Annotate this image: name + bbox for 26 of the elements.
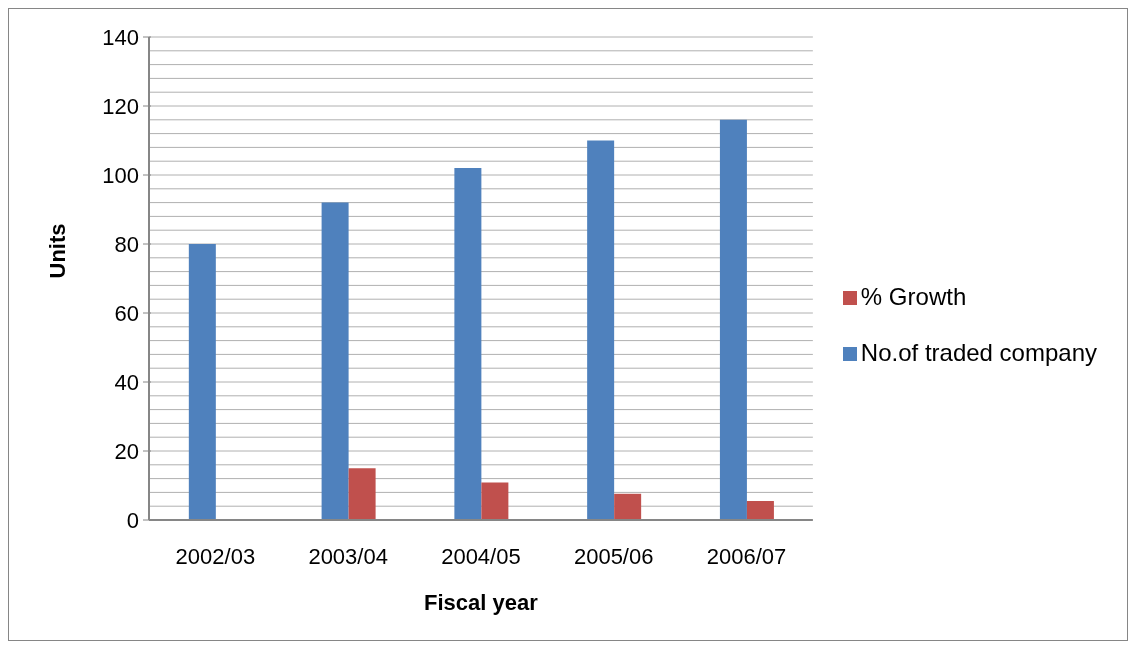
y-tick-label: 20: [114, 438, 139, 464]
legend-label: No.of traded company: [860, 338, 1097, 366]
x-axis-title: Fiscal year: [424, 590, 539, 615]
bar: [719, 119, 747, 520]
x-tick-label: 2004/05: [441, 543, 521, 569]
y-tick-label: 40: [114, 369, 139, 395]
bar: [188, 244, 216, 520]
bar: [746, 501, 774, 520]
x-tick-label: 2006/07: [706, 543, 787, 569]
x-tick-label: 2002/03: [175, 543, 256, 569]
y-tick-label: 0: [126, 507, 139, 533]
bar: [348, 468, 376, 520]
legend-label: % Growth: [860, 282, 967, 310]
y-axis-title: Units: [44, 223, 70, 279]
bar: [321, 202, 349, 520]
bar: [481, 482, 509, 520]
y-tick-label: 80: [114, 231, 139, 257]
y-tick-label: 120: [102, 93, 139, 119]
x-tick-label: 2003/04: [308, 543, 388, 569]
y-tick-label: 60: [114, 300, 139, 326]
y-tick-label: 100: [102, 162, 139, 188]
x-tick-label: 2005/06: [573, 543, 654, 569]
bar: [454, 168, 482, 520]
bar: [614, 493, 642, 520]
y-tick-label: 140: [102, 24, 139, 50]
bar: [587, 140, 615, 520]
